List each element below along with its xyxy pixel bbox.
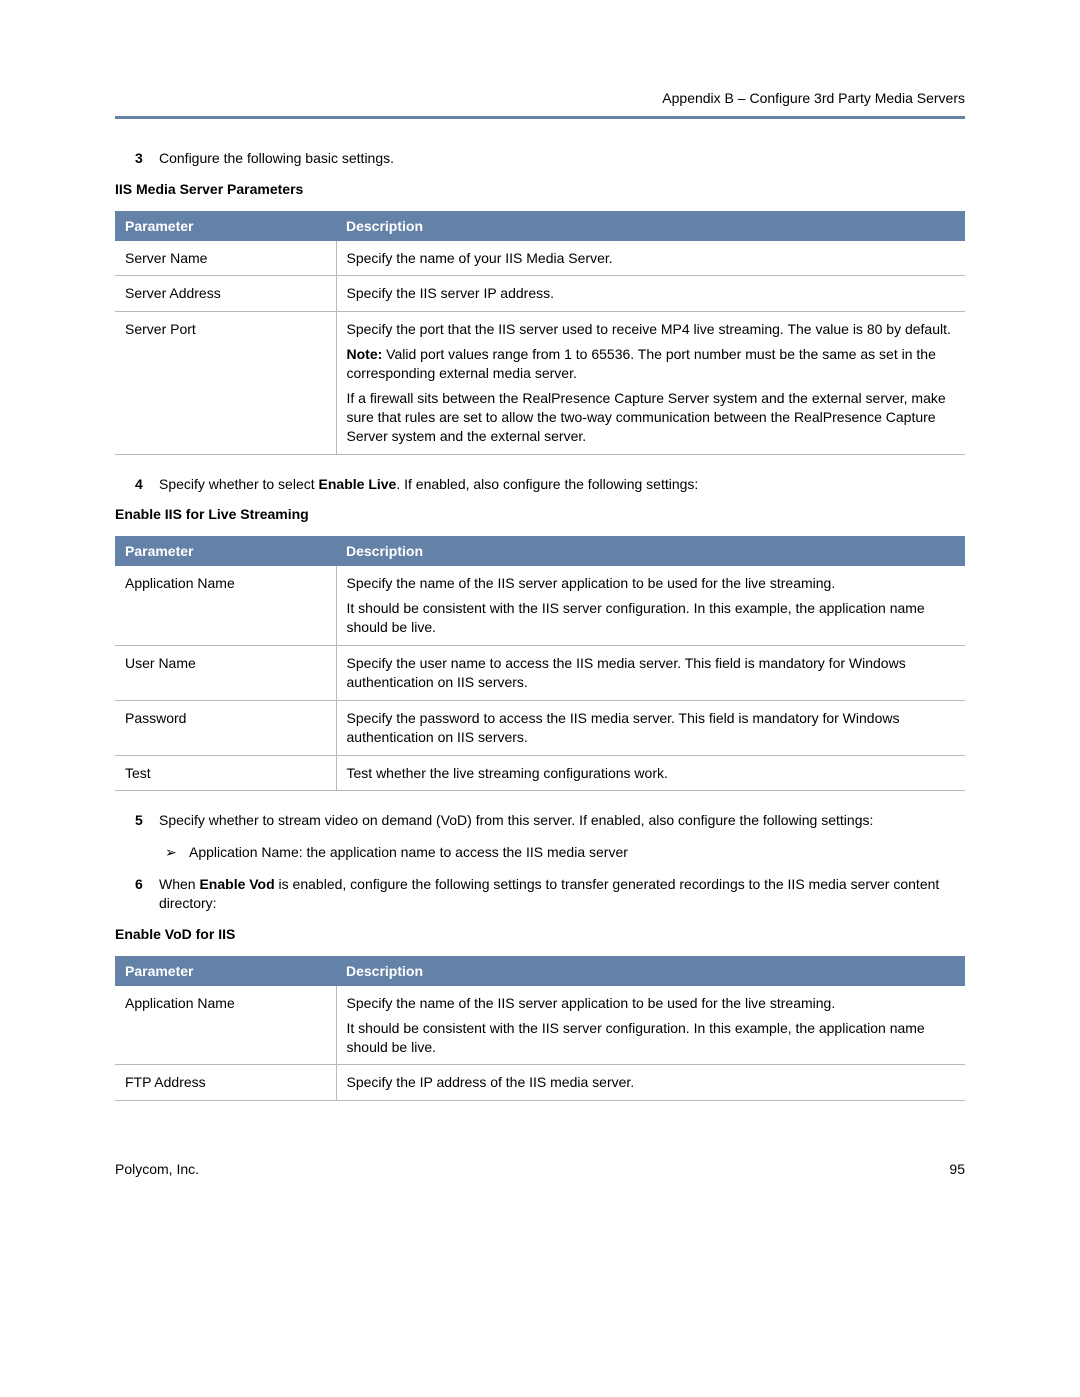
step-text: When Enable Vod is enabled, configure th…	[159, 875, 965, 914]
col-parameter: Parameter	[115, 536, 336, 566]
cell-desc: Test whether the live streaming configur…	[336, 755, 965, 791]
sub-bullet: ➢ Application Name: the application name…	[165, 843, 965, 863]
cell-param: FTP Address	[115, 1065, 336, 1101]
page-footer: Polycom, Inc. 95	[115, 1161, 965, 1177]
cell-line: Specify the port that the IIS server use…	[347, 320, 956, 339]
cell-desc: Specify the port that the IIS server use…	[336, 312, 965, 454]
cell-param: Application Name	[115, 566, 336, 645]
cell-param: Test	[115, 755, 336, 791]
footer-company: Polycom, Inc.	[115, 1161, 199, 1177]
cell-desc: Specify the IP address of the IIS media …	[336, 1065, 965, 1101]
col-description: Description	[336, 536, 965, 566]
cell-desc: Specify the name of your IIS Media Serve…	[336, 241, 965, 276]
header-rule	[115, 116, 965, 119]
footer-page-number: 95	[949, 1161, 965, 1177]
table-enable-vod-iis: Parameter Description Application Name S…	[115, 956, 965, 1102]
table-row: Test Test whether the live streaming con…	[115, 755, 965, 791]
step-6: 6 When Enable Vod is enabled, configure …	[135, 875, 965, 914]
enable-live-bold: Enable Live	[319, 476, 397, 492]
triangle-bullet-icon: ➢	[165, 843, 189, 863]
step-text: Specify whether to select Enable Live. I…	[159, 475, 965, 495]
table-iis-media-server: Parameter Description Server Name Specif…	[115, 211, 965, 455]
step-number: 5	[135, 811, 159, 831]
step-number: 4	[135, 475, 159, 495]
cell-param: User Name	[115, 645, 336, 700]
col-parameter: Parameter	[115, 211, 336, 241]
cell-desc: Specify the name of the IIS server appli…	[336, 986, 965, 1065]
step-4: 4 Specify whether to select Enable Live.…	[135, 475, 965, 495]
cell-line: It should be consistent with the IIS ser…	[347, 599, 956, 637]
step-number: 6	[135, 875, 159, 914]
step-number: 3	[135, 149, 159, 169]
table-row: Server Address Specify the IIS server IP…	[115, 276, 965, 312]
cell-line: It should be consistent with the IIS ser…	[347, 1019, 956, 1057]
cell-line: If a firewall sits between the RealPrese…	[347, 389, 956, 446]
step-5: 5 Specify whether to stream video on dem…	[135, 811, 965, 831]
cell-desc: Specify the user name to access the IIS …	[336, 645, 965, 700]
table-header-row: Parameter Description	[115, 956, 965, 986]
cell-param: Server Port	[115, 312, 336, 454]
table-row: User Name Specify the user name to acces…	[115, 645, 965, 700]
cell-desc: Specify the IIS server IP address.	[336, 276, 965, 312]
cell-param: Application Name	[115, 986, 336, 1065]
table-row: Server Name Specify the name of your IIS…	[115, 241, 965, 276]
step-text: Configure the following basic settings.	[159, 149, 965, 169]
cell-desc: Specify the name of the IIS server appli…	[336, 566, 965, 645]
table-row: Application Name Specify the name of the…	[115, 566, 965, 645]
cell-param: Server Address	[115, 276, 336, 312]
note-rest: Valid port values range from 1 to 65536.…	[347, 346, 936, 381]
col-description: Description	[336, 956, 965, 986]
table-header-row: Parameter Description	[115, 536, 965, 566]
col-description: Description	[336, 211, 965, 241]
cell-line: Note: Valid port values range from 1 to …	[347, 345, 956, 383]
table-row: Password Specify the password to access …	[115, 700, 965, 755]
table-row: Application Name Specify the name of the…	[115, 986, 965, 1065]
table-row: FTP Address Specify the IP address of th…	[115, 1065, 965, 1101]
table-title-3: Enable VoD for IIS	[115, 926, 965, 942]
cell-line: Specify the name of the IIS server appli…	[347, 994, 956, 1013]
enable-vod-bold: Enable Vod	[199, 876, 274, 892]
page-header: Appendix B – Configure 3rd Party Media S…	[115, 90, 965, 106]
table-header-row: Parameter Description	[115, 211, 965, 241]
table-enable-iis-live: Parameter Description Application Name S…	[115, 536, 965, 791]
cell-param: Password	[115, 700, 336, 755]
table-row: Server Port Specify the port that the II…	[115, 312, 965, 454]
step-3: 3 Configure the following basic settings…	[135, 149, 965, 169]
note-bold: Note:	[347, 346, 383, 362]
sub-bullet-text: Application Name: the application name t…	[189, 843, 628, 863]
cell-desc: Specify the password to access the IIS m…	[336, 700, 965, 755]
page: Appendix B – Configure 3rd Party Media S…	[0, 0, 1080, 1217]
cell-line: Specify the name of the IIS server appli…	[347, 574, 956, 593]
cell-param: Server Name	[115, 241, 336, 276]
col-parameter: Parameter	[115, 956, 336, 986]
table-title-1: IIS Media Server Parameters	[115, 181, 965, 197]
table-title-2: Enable IIS for Live Streaming	[115, 506, 965, 522]
step-text: Specify whether to stream video on deman…	[159, 811, 965, 831]
